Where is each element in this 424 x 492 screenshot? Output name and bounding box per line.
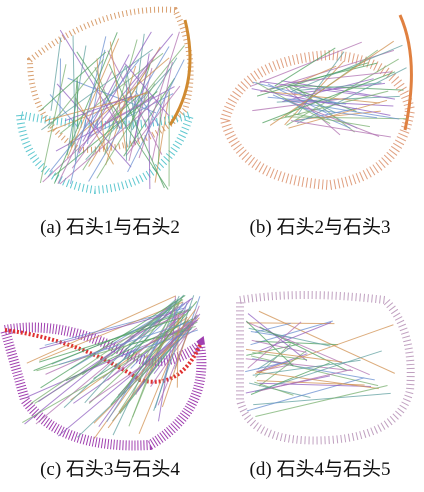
caption: (d) 石头4与石头5 xyxy=(250,458,391,480)
panel-c-image xyxy=(5,295,201,445)
panel-b-image xyxy=(225,15,411,185)
point-cloud-edge xyxy=(400,15,411,130)
point-cloud-edge xyxy=(170,20,190,125)
caption: (a) 石头1与石头2 xyxy=(40,216,180,238)
page: (a) 石头1与石头2 (b) 石头2与石头3 (c) 石头3与石头4 (d) … xyxy=(0,0,424,492)
panel-d-image xyxy=(240,295,411,441)
caption: (c) 石头3与石头4 xyxy=(40,458,180,480)
figure: (a) 石头1与石头2 (b) 石头2与石头3 (c) 石头3与石头4 (d) … xyxy=(0,0,424,492)
correspondence-line xyxy=(260,50,394,91)
correspondence-line xyxy=(257,372,379,389)
correspondence-line xyxy=(291,121,391,137)
correspondence-line xyxy=(250,42,362,86)
caption: (b) 石头2与石头3 xyxy=(250,216,391,238)
panel-a-image xyxy=(20,10,191,190)
correspondence-line xyxy=(119,326,175,412)
